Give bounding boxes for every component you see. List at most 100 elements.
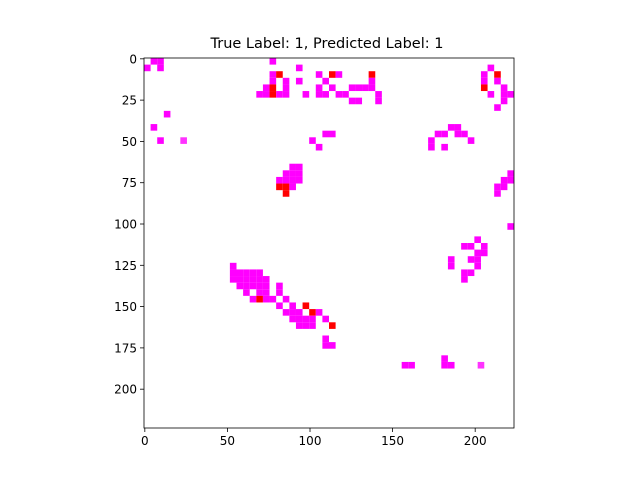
heatmap-cell — [335, 91, 343, 98]
heatmap-cell — [507, 223, 514, 230]
heatmap-cell — [276, 91, 283, 98]
heatmap-cell — [243, 269, 250, 277]
heatmap-cell — [229, 269, 237, 277]
heatmap-cell — [474, 256, 481, 263]
heatmap-cell — [289, 176, 296, 184]
heatmap-cell — [276, 71, 283, 78]
heatmap-cell — [309, 322, 316, 329]
x-tick-label: 150 — [381, 434, 404, 448]
heatmap-cell — [494, 104, 501, 111]
heatmap-cell — [461, 130, 468, 138]
heatmap-cell — [362, 84, 369, 92]
heatmap-cell — [507, 91, 514, 98]
heatmap-cell — [157, 58, 164, 65]
heatmap-cell — [269, 295, 277, 303]
heatmap-cell — [315, 143, 323, 151]
heatmap-cell — [276, 282, 283, 290]
heatmap-cell — [329, 322, 336, 329]
heatmap-cell — [269, 84, 277, 92]
heatmap-cell — [309, 309, 316, 316]
heatmap-cell — [447, 124, 455, 131]
heatmap-cell — [480, 71, 488, 78]
heatmap-cell — [507, 170, 514, 177]
heatmap-cell — [243, 276, 250, 283]
heatmap-cell — [315, 309, 323, 316]
heatmap-cell — [229, 262, 237, 270]
heatmap-cell — [480, 84, 488, 92]
heatmap-cell — [467, 269, 475, 277]
y-tick-label: 25 — [122, 94, 137, 108]
heatmap-cell — [282, 77, 290, 85]
heatmap-cell — [289, 302, 296, 310]
heatmap-cell — [335, 71, 343, 78]
heatmap-cell — [480, 77, 488, 85]
heatmap-cell — [229, 276, 237, 283]
y-tick-label: 0 — [129, 52, 137, 66]
heatmap-cell — [428, 143, 435, 151]
heatmap-cell — [302, 302, 310, 310]
heatmap-cell — [322, 342, 329, 349]
heatmap-cell — [302, 91, 310, 98]
heatmap-cell — [467, 243, 475, 250]
y-tick-label: 100 — [114, 218, 137, 232]
heatmap-cell — [329, 84, 336, 92]
heatmap-cell — [329, 71, 336, 78]
heatmap-cell — [348, 97, 356, 105]
heatmap-cell — [236, 276, 244, 283]
heatmap-cell — [256, 91, 263, 98]
heatmap-cell — [282, 176, 290, 184]
y-tick-label: 125 — [114, 259, 137, 273]
heatmap-cell — [302, 315, 310, 323]
heatmap-cell — [289, 163, 296, 171]
x-tick-label: 0 — [141, 434, 149, 448]
heatmap-cell — [282, 190, 290, 197]
heatmap-cell — [262, 289, 270, 296]
heatmap-cell — [368, 84, 376, 92]
heatmap-cell — [276, 176, 283, 184]
heatmap-cell — [309, 137, 316, 144]
x-tick-label: 100 — [299, 434, 322, 448]
heatmap-cell — [494, 71, 501, 78]
heatmap-cell — [282, 84, 290, 92]
heatmap-cell — [256, 276, 263, 283]
heatmap-cell — [441, 130, 448, 138]
heatmap-cell — [295, 322, 303, 329]
heatmap-cell — [256, 269, 263, 277]
y-tick-label: 75 — [122, 176, 137, 190]
heatmap-cell — [295, 77, 303, 85]
heatmap-cell — [474, 262, 481, 270]
heatmap-cell — [269, 91, 277, 98]
heatmap-cell — [269, 71, 277, 78]
heatmap-cell — [355, 84, 363, 92]
heatmap-cell — [477, 361, 485, 369]
heatmap-cell — [322, 315, 329, 323]
heatmap-cell — [375, 91, 382, 98]
heatmap-cell — [408, 361, 415, 369]
heatmap-cell — [441, 355, 448, 362]
heatmap-cell — [262, 276, 270, 283]
heatmap-cell — [441, 361, 448, 369]
heatmap-cell — [236, 282, 244, 290]
heatmap-cell — [295, 309, 303, 316]
heatmap-cell — [276, 183, 283, 191]
heatmap-cell — [262, 84, 270, 92]
heatmap-cell — [500, 84, 508, 92]
heatmap-cell — [302, 322, 310, 329]
heatmap-cell — [322, 91, 329, 98]
x-tick-label: 200 — [464, 434, 487, 448]
heatmap-cell — [348, 84, 356, 92]
y-tick-label: 200 — [114, 383, 137, 397]
heatmap-cell — [474, 236, 481, 243]
heatmap-cell — [315, 71, 323, 78]
heatmap-cell — [289, 309, 296, 316]
heatmap-cell — [295, 315, 303, 323]
heatmap-cell — [180, 137, 187, 144]
heatmap-cell — [157, 137, 164, 144]
heatmap-cell — [480, 243, 488, 250]
heatmap-cell — [461, 243, 468, 250]
heatmap-cell — [500, 183, 508, 191]
heatmap-cell — [467, 256, 475, 263]
heatmap-cell — [157, 64, 164, 72]
heatmap-cell — [500, 176, 508, 184]
